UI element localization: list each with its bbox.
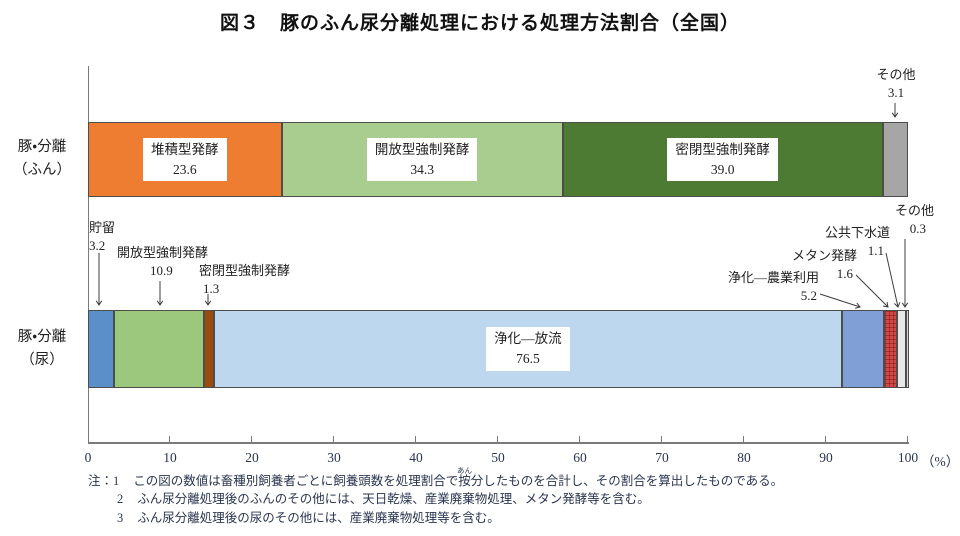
segment-mippei-kyosei-hakko: 密閉型強制発酵 39.0 xyxy=(562,122,883,197)
segment-mippei-kyosei-hakko-urine xyxy=(203,310,215,388)
callout-mippei-kyosei-hakko: 密閉型強制発酵 1.3 xyxy=(199,263,291,297)
stacked-bar-urine: 浄化―放流 76.5 xyxy=(88,310,909,388)
x-axis-ticks xyxy=(88,436,909,442)
callout-kokyo-gesuido: 公共下水道 1.1 xyxy=(824,225,890,259)
segment-choryu xyxy=(88,310,115,388)
tick-label-20: 20 xyxy=(245,450,259,465)
x-axis-unit-label: （%） xyxy=(921,454,960,469)
tick-label-40: 40 xyxy=(409,450,423,465)
segment-sonota-urine xyxy=(906,310,909,388)
tick-label-90: 90 xyxy=(819,450,833,465)
tick-label-50: 50 xyxy=(491,450,505,465)
segment-inner-label: 密閉型強制発酵 39.0 xyxy=(667,137,778,182)
row-label-urine: 豚・分離 （尿） xyxy=(17,329,67,369)
note-2: 2 ふん尿分離処理後のふんのその他には、天日乾燥、産業廃棄物処理、メタン発酵等を… xyxy=(117,492,650,507)
segment-kokyo-gesuido xyxy=(897,310,907,388)
notes: 注：1 この図の数値は畜種別飼養者ごとに飼養頭数を処理割合で按あん分したものを合… xyxy=(88,466,948,529)
segment-kaiho-kyosei-hakko: 開放型強制発酵 34.3 xyxy=(281,122,563,197)
tick-label-10: 10 xyxy=(163,450,177,465)
segment-inner-label: 開放型強制発酵 34.3 xyxy=(366,137,478,182)
segment-taiseki-hakko: 堆積型発酵 23.6 xyxy=(88,122,282,197)
callout-sonota-urine: その他 0.3 xyxy=(894,203,934,237)
segment-joka-horyu: 浄化―放流 76.5 xyxy=(214,310,842,388)
tick-label-80: 80 xyxy=(737,450,751,465)
segment-inner-label: 堆積型発酵 23.6 xyxy=(143,137,227,182)
callout-choryu: 貯留 3.2 xyxy=(89,220,116,254)
tick-label-100: 100 xyxy=(897,450,919,465)
x-axis-line xyxy=(88,442,909,444)
segment-metan-hakko xyxy=(884,310,898,388)
callout-metan-hakko: メタン発酵 1.6 xyxy=(791,248,857,282)
callout-kaiho-kyosei-hakko: 開放型強制発酵 10.9 xyxy=(117,245,209,279)
arrow-gesui xyxy=(885,252,901,308)
note-3: 3 ふん尿分離処理後の尿のその他には、産業廃棄物処理等を含む。 xyxy=(117,510,500,525)
segment-inner-label: 浄化―放流 76.5 xyxy=(486,327,570,371)
arrow-metan xyxy=(855,274,889,308)
stacked-bar-feces: 堆積型発酵 23.6 開放型強制発酵 34.3 密閉型強制発酵 39.0 xyxy=(88,122,908,197)
tick-label-70: 70 xyxy=(655,450,669,465)
note-1: 注：1 この図の数値は畜種別飼養者ごとに飼養頭数を処理割合で按あん分したものを合… xyxy=(88,466,784,488)
callout-joka-nogyo-riyo: 浄化―農業利用 5.2 xyxy=(727,270,819,304)
arrow-joka-nogyo xyxy=(819,293,861,309)
y-axis-line xyxy=(88,66,89,443)
row-label-feces: 豚・分離 （ふん） xyxy=(13,139,71,179)
chart-title: 図３ 豚のふん尿分離処理における処理方法割合（全国） xyxy=(219,13,740,34)
segment-sonota-feces xyxy=(882,122,908,197)
tick-label-60: 60 xyxy=(573,450,587,465)
tick-label-30: 30 xyxy=(327,450,341,465)
callout-sonota-feces: その他 3.1 xyxy=(876,67,916,101)
segment-kaiho-kyosei-hakko-urine xyxy=(114,310,204,388)
segment-joka-nogyo-riyo xyxy=(841,310,885,388)
tick-label-0: 0 xyxy=(84,450,92,465)
